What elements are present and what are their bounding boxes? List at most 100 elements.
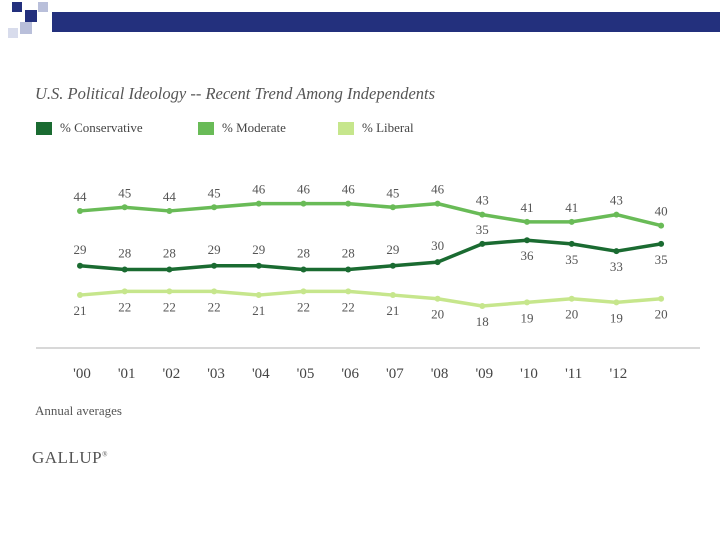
data-point-conservative (389, 262, 396, 269)
data-point-conservative (434, 259, 441, 266)
data-point-moderate (121, 204, 128, 211)
data-label-moderate: 44 (74, 189, 88, 204)
data-label-liberal: 20 (655, 307, 668, 322)
data-point-liberal (568, 295, 575, 302)
data-point-moderate (524, 218, 530, 225)
data-point-liberal (479, 303, 486, 310)
data-point-moderate (211, 204, 218, 211)
data-label-moderate: 40 (655, 204, 668, 219)
data-point-conservative (255, 262, 262, 269)
data-point-liberal (389, 292, 396, 299)
deco-square (38, 2, 48, 12)
data-label-moderate: 45 (386, 185, 399, 200)
chart-legend: % Conservative % Moderate % Liberal (0, 120, 720, 140)
x-tick-label: '05 (297, 366, 315, 382)
legend-swatch-conservative (36, 121, 52, 135)
data-point-conservative (568, 240, 575, 247)
chart-title: U.S. Political Ideology -- Recent Trend … (35, 84, 436, 103)
gallup-logo-text: GALLUP (32, 448, 103, 467)
data-point-conservative (300, 266, 307, 273)
data-label-liberal: 19 (521, 310, 534, 325)
data-label-liberal: 22 (342, 299, 355, 314)
data-label-conservative: 33 (610, 259, 623, 274)
chart-footnote: Annual averages (35, 403, 122, 418)
x-tick-label: '03 (207, 366, 225, 382)
x-tick-label: '12 (610, 366, 628, 382)
series-line-liberal (79, 289, 662, 308)
data-label-conservative: 36 (521, 248, 535, 263)
data-label-conservative: 28 (118, 245, 131, 260)
deco-banner (52, 12, 720, 32)
data-point-conservative (77, 262, 83, 269)
deco-square (8, 28, 18, 38)
data-point-conservative (121, 266, 128, 273)
data-label-conservative: 30 (431, 238, 444, 253)
x-tick-label: '01 (118, 366, 136, 382)
data-label-liberal: 22 (208, 299, 221, 314)
data-label-liberal: 21 (252, 303, 265, 318)
deco-square (25, 10, 37, 22)
data-label-conservative: 29 (252, 242, 265, 257)
data-label-liberal: 22 (118, 299, 131, 314)
data-point-moderate (389, 204, 396, 211)
data-point-conservative (658, 240, 665, 247)
x-tick-label: '04 (252, 366, 270, 382)
data-point-moderate (568, 218, 575, 225)
data-label-conservative: 29 (208, 242, 221, 257)
data-point-moderate (434, 200, 441, 207)
data-label-conservative: 35 (565, 252, 578, 267)
data-point-liberal (345, 288, 352, 295)
data-label-conservative: 29 (74, 242, 87, 257)
deco-square (12, 2, 22, 12)
decorative-squares (0, 0, 720, 38)
data-point-liberal (255, 292, 262, 299)
series-line-conservative (79, 238, 662, 272)
data-point-liberal (524, 299, 530, 306)
data-point-liberal (300, 288, 307, 295)
data-label-liberal: 22 (297, 299, 310, 314)
gallup-logo: GALLUP® (32, 448, 108, 467)
x-tick-label: '00 (73, 366, 91, 382)
legend-swatch-moderate (198, 121, 214, 135)
legend-item-liberal: % Liberal (338, 120, 414, 136)
x-tick-label: '06 (341, 366, 359, 382)
x-tick-label: '09 (475, 366, 493, 382)
data-label-conservative: 35 (476, 222, 489, 237)
data-point-liberal (166, 288, 173, 295)
data-point-moderate (345, 200, 352, 207)
data-label-liberal: 21 (386, 303, 399, 318)
data-point-liberal (434, 295, 441, 302)
data-point-conservative (479, 240, 486, 247)
legend-label-conservative: % Conservative (60, 120, 143, 135)
data-point-conservative (524, 237, 530, 244)
legend-swatch-liberal (338, 121, 354, 135)
x-tick-label: '07 (386, 366, 404, 382)
data-label-moderate: 43 (476, 193, 489, 208)
data-point-moderate (479, 211, 486, 218)
data-label-moderate: 45 (208, 185, 221, 200)
data-label-liberal: 18 (476, 314, 489, 329)
data-label-moderate: 45 (118, 185, 131, 200)
data-label-moderate: 41 (565, 200, 578, 215)
data-point-liberal (211, 288, 218, 295)
data-point-moderate (300, 200, 307, 207)
data-point-moderate (658, 222, 665, 229)
data-label-moderate: 46 (297, 182, 311, 197)
data-label-liberal: 19 (610, 310, 623, 325)
data-point-moderate (613, 211, 620, 218)
data-label-conservative: 35 (655, 252, 668, 267)
x-tick-label: '11 (565, 366, 582, 382)
data-point-conservative (613, 248, 620, 255)
data-point-moderate (77, 207, 83, 214)
series-line-moderate (79, 201, 662, 228)
data-label-liberal: 22 (163, 299, 176, 314)
legend-label-liberal: % Liberal (362, 120, 414, 135)
data-label-liberal: 21 (74, 303, 87, 318)
x-tick-label: '08 (431, 366, 449, 382)
data-label-moderate: 46 (252, 182, 266, 197)
data-label-liberal: 20 (565, 307, 578, 322)
x-tick-label: '02 (163, 366, 181, 382)
legend-item-moderate: % Moderate (198, 120, 286, 136)
data-label-liberal: 20 (431, 307, 444, 322)
data-point-liberal (121, 288, 128, 295)
